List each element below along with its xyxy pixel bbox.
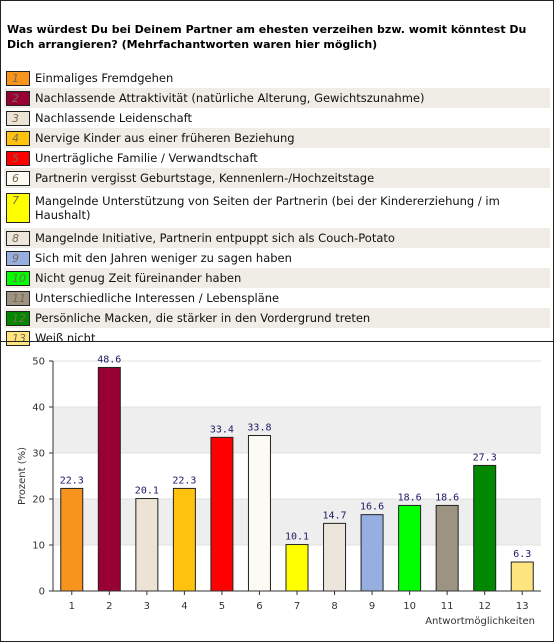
y-tick-label: 0 (39, 587, 45, 598)
legend-item: 8 Mangelnde Initiative, Partnerin entpupp… (4, 228, 550, 248)
legend-label: Nervige Kinder aus einer früheren Bezieh… (35, 131, 295, 145)
bar (60, 487, 84, 592)
x-tick-label: 11 (441, 601, 454, 612)
legend-swatch: 11 (6, 290, 30, 306)
y-tick-label: 40 (32, 403, 45, 414)
legend-label: Partnerin vergisst Geburtstage, Kennenle… (35, 171, 375, 185)
data-label: 14.7 (322, 510, 346, 521)
y-axis-title: Prozent (%) (17, 447, 28, 505)
bar (97, 366, 121, 592)
data-label: 10.1 (285, 532, 309, 543)
data-label: 20.1 (135, 486, 159, 497)
legend-label: Unterschiedliche Interessen / Lebensplän… (35, 291, 280, 305)
x-tick-label: 12 (478, 601, 491, 612)
legend-swatch: 5 (6, 150, 30, 166)
legend-swatch: 10 (6, 270, 30, 286)
y-tick-label: 20 (32, 495, 45, 506)
bar-chart: 0 10 20 30 40 50 22.3 1 48.6 2 20.1 3 22.3 4 33.4 5 33.8… (17, 354, 541, 627)
legend-swatch: 4 (6, 130, 30, 146)
data-label: 22.3 (60, 475, 84, 486)
bar (435, 504, 459, 592)
x-tick-label: 6 (256, 601, 262, 612)
legend-item: 11 Unterschiedliche Interessen / Lebenspl… (4, 288, 550, 308)
grid-band (53, 407, 541, 453)
data-label: 33.4 (210, 424, 234, 435)
legend-item: 7 Mangelnde Unterstützung von Seiten der … (4, 188, 550, 228)
legend-label: Sich mit den Jahren weniger zu sagen hab… (35, 251, 292, 265)
data-label: 48.6 (97, 354, 121, 365)
legend-item: 2 Nachlassende Attraktivität (natürliche … (4, 88, 550, 108)
bar (398, 504, 422, 592)
legend-swatch: 7 (6, 193, 30, 223)
legend-swatch: 6 (6, 170, 30, 186)
legend-item: 9 Sich mit den Jahren weniger zu sagen ha… (4, 248, 550, 268)
divider (1, 341, 553, 342)
legend-item: 10 Nicht genug Zeit füreinander haben (4, 268, 550, 288)
legend-item: 4 Nervige Kinder aus einer früheren Bezie… (4, 128, 550, 148)
legend-swatch: 12 (6, 310, 30, 326)
bar (285, 544, 309, 592)
legend-label: Einmaliges Fremdgehen (35, 71, 174, 85)
data-label: 33.8 (247, 423, 271, 434)
x-tick-label: 2 (106, 601, 112, 612)
legend-item: 6 Partnerin vergisst Geburtstage, Kennenl… (4, 168, 550, 188)
x-tick-label: 9 (369, 601, 375, 612)
legend: 1 Einmaliges Fremdgehen 2 Nachlassende Attr… (4, 68, 550, 348)
data-label: 18.6 (435, 492, 459, 503)
x-tick-label: 8 (331, 601, 337, 612)
legend-label: Nicht genug Zeit füreinander haben (35, 271, 242, 285)
y-tick-label: 50 (32, 357, 45, 368)
legend-swatch: 3 (6, 110, 30, 126)
data-label: 6.3 (513, 549, 531, 560)
legend-item: 5 Unerträgliche Familie / Verwandtschaft (4, 148, 550, 168)
grid-band (53, 361, 541, 407)
x-tick-label: 3 (144, 601, 150, 612)
bar (360, 514, 384, 592)
data-label: 27.3 (473, 452, 497, 463)
x-tick-label: 1 (69, 601, 75, 612)
bar (473, 464, 497, 592)
bar (135, 498, 159, 592)
legend-label: Nachlassende Attraktivität (natürliche A… (35, 91, 425, 105)
legend-item: 1 Einmaliges Fremdgehen (4, 68, 550, 88)
bar (510, 561, 534, 592)
y-tick-label: 10 (32, 541, 45, 552)
x-tick-label: 7 (294, 601, 300, 612)
legend-swatch: 8 (6, 230, 30, 246)
legend-label: Unerträgliche Familie / Verwandtschaft (35, 151, 258, 165)
x-tick-label: 5 (219, 601, 225, 612)
data-label: 22.3 (172, 475, 196, 486)
legend-item: 12 Persönliche Macken, die stärker in den… (4, 308, 550, 328)
legend-item: 3 Nachlassende Leidenschaft (4, 108, 550, 128)
bar (247, 435, 271, 592)
data-label: 16.6 (360, 502, 384, 513)
legend-swatch: 2 (6, 90, 30, 106)
data-label: 18.6 (398, 492, 422, 503)
grid-band (53, 453, 541, 499)
legend-label: Mangelnde Initiative, Partnerin entpuppt… (35, 231, 395, 245)
bar (210, 436, 234, 592)
grid-band (53, 499, 541, 545)
question-title: Was würdest Du bei Deinem Partner am ehe… (7, 23, 527, 51)
x-tick-label: 13 (516, 601, 529, 612)
legend-label: Mangelnde Unterstützung von Seiten der P… (35, 194, 500, 222)
y-tick-label: 30 (32, 449, 45, 460)
legend-item: 13 Weiß nicht (4, 328, 550, 348)
legend-label: Nachlassende Leidenschaft (35, 111, 193, 125)
x-tick-label: 4 (181, 601, 187, 612)
bar (323, 522, 347, 592)
x-axis-title: Antwortmöglichkeiten (425, 616, 535, 627)
legend-swatch: 9 (6, 250, 30, 266)
legend-label: Persönliche Macken, die stärker in den V… (35, 311, 371, 325)
bar (172, 487, 196, 592)
legend-swatch: 1 (6, 70, 30, 86)
x-tick-label: 10 (403, 601, 416, 612)
